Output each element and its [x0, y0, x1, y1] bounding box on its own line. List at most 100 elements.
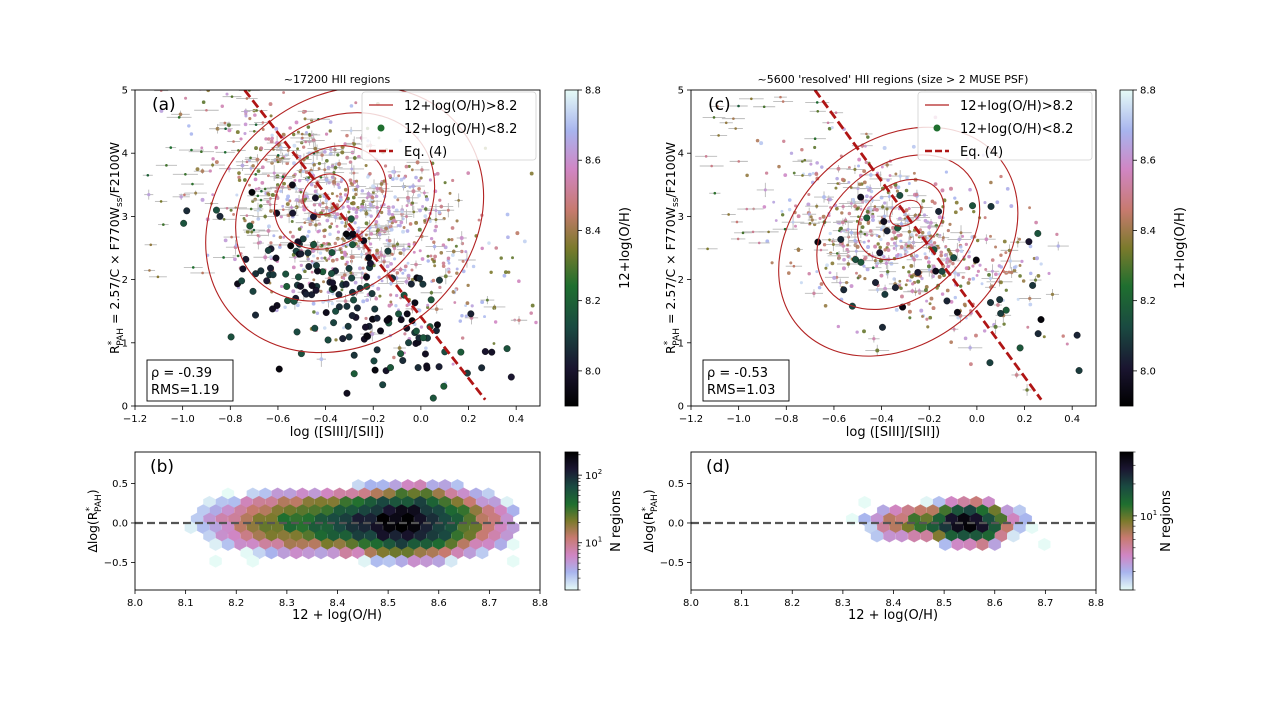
data-point-high-z: [1061, 334, 1065, 338]
data-point-high-z: [398, 267, 403, 272]
colorbar-c: 8.0 8.2 8.4 8.6 8.8 12+log(O/H): [1119, 86, 1188, 407]
data-point-high-z: [876, 242, 880, 246]
data-point-high-z: [459, 236, 464, 240]
hexbin-cell: [401, 479, 414, 493]
hexbin-cell: [215, 495, 228, 509]
hexbin-cell: [988, 537, 1001, 551]
hexbin-cell: [500, 495, 514, 509]
data-point-outlier: [781, 100, 785, 103]
data-point-high-z: [1033, 278, 1038, 282]
data-point-high-z: [451, 178, 455, 183]
hexbin-cell: [395, 487, 408, 501]
data-point-outlier: [263, 187, 267, 191]
data-point-low-z: [1016, 344, 1024, 352]
data-point-high-z: [266, 174, 270, 178]
data-point-low-z: [1034, 330, 1042, 338]
colorbar-d-gradient: [1119, 451, 1134, 591]
data-point-high-z: [353, 187, 358, 192]
data-point-high-z: [1012, 268, 1017, 273]
data-point-high-z: [364, 233, 368, 237]
data-point-high-z: [548, 303, 551, 306]
data-point-high-z: [377, 255, 381, 260]
data-point-high-z: [336, 230, 341, 234]
data-point-high-z: [849, 230, 854, 235]
hexbin-cell: [296, 487, 309, 501]
data-point-high-z: [441, 264, 446, 268]
data-point-low-z: [329, 279, 337, 287]
data-point-high-z: [365, 298, 370, 302]
data-point-high-z: [412, 250, 416, 254]
data-point-high-z: [339, 192, 343, 196]
data-point-high-z: [928, 302, 932, 306]
data-point-outlier: [757, 241, 761, 245]
data-point-high-z: [360, 189, 365, 193]
hexbin-cell: [240, 529, 253, 543]
data-point-high-z: [335, 257, 339, 262]
data-point-low-z: [332, 307, 340, 315]
data-point-high-z: [461, 259, 465, 263]
hexbin-cell: [414, 546, 427, 560]
x-tick-label-a: −1.0: [170, 414, 194, 425]
data-point-high-z: [961, 275, 965, 280]
data-point-high-z: [342, 276, 346, 280]
hexbin-cell: [438, 479, 452, 493]
data-point-high-z: [297, 178, 302, 183]
data-point-high-z: [390, 252, 394, 256]
data-point-high-z: [877, 235, 881, 238]
data-point-low-z: [419, 334, 427, 342]
data-point-low-z: [405, 339, 413, 347]
data-point-high-z: [493, 320, 498, 324]
data-point-high-z: [943, 253, 948, 257]
data-point-high-z: [347, 210, 351, 214]
data-point-high-z: [263, 214, 267, 219]
panel-b-hexbin: 8.0 8.1 8.2 8.3 8.4 8.5 8.6 8.7 8.8 −0.5 0.0 0.5 (b…: [85, 451, 548, 623]
hexbin-cell: [494, 521, 507, 535]
data-point-high-z: [311, 301, 316, 306]
data-point-low-z: [349, 230, 357, 238]
data-point-high-z: [389, 216, 394, 221]
data-point-high-z: [359, 208, 363, 212]
data-point-high-z: [312, 163, 316, 167]
data-point-outlier: [191, 182, 194, 186]
data-point-low-z: [423, 364, 431, 372]
hexbin-cell: [1007, 529, 1020, 543]
data-point-low-z: [427, 296, 435, 304]
data-point-high-z: [964, 242, 968, 246]
data-point-high-z: [908, 316, 912, 320]
data-point-high-z: [235, 130, 240, 135]
data-point-high-z: [379, 253, 384, 257]
hexbin-cell: [370, 537, 383, 551]
data-point-high-z: [1007, 270, 1011, 274]
panel-d-hexbin: 8.0 8.1 8.2 8.3 8.4 8.5 8.6 8.7 8.8 −0.5 0.0 0.5 (d…: [641, 451, 1104, 623]
data-point-high-z: [866, 244, 871, 249]
data-point-outlier: [159, 90, 163, 92]
data-point-high-z: [353, 280, 358, 285]
x-tick-label-c: −0.4: [869, 414, 893, 425]
data-point-high-z: [313, 184, 318, 189]
data-point-high-z: [839, 226, 843, 231]
data-point-outlier: [849, 186, 853, 189]
data-point-high-z: [968, 362, 973, 367]
y-tick-label-c: 1: [678, 338, 684, 349]
hexbin-cell: [389, 479, 402, 493]
panel-a-legend: 12+log(O/H)>8.2 12+log(O/H)<8.2 Eq. (4): [361, 91, 537, 161]
x-tick-label-d: 8.8: [1088, 598, 1104, 609]
data-point-high-z: [787, 207, 792, 212]
data-point-high-z: [250, 230, 254, 234]
data-point-low-z: [249, 287, 257, 295]
data-point-high-z: [360, 204, 365, 209]
data-point-low-z: [350, 296, 358, 304]
data-point-high-z: [774, 219, 778, 222]
data-point-high-z: [417, 186, 421, 191]
data-point-high-z: [898, 279, 902, 283]
data-point-high-z: [820, 165, 824, 169]
data-point-high-z: [313, 189, 318, 194]
data-point-high-z: [994, 245, 998, 249]
data-point-high-z: [358, 266, 362, 271]
hexbin-cell: [389, 529, 402, 543]
data-point-low-z: [1037, 316, 1045, 324]
data-point-high-z: [294, 120, 299, 125]
hexbin-cell: [358, 504, 371, 518]
data-point-high-z: [333, 147, 337, 151]
data-point-low-z: [419, 280, 427, 288]
